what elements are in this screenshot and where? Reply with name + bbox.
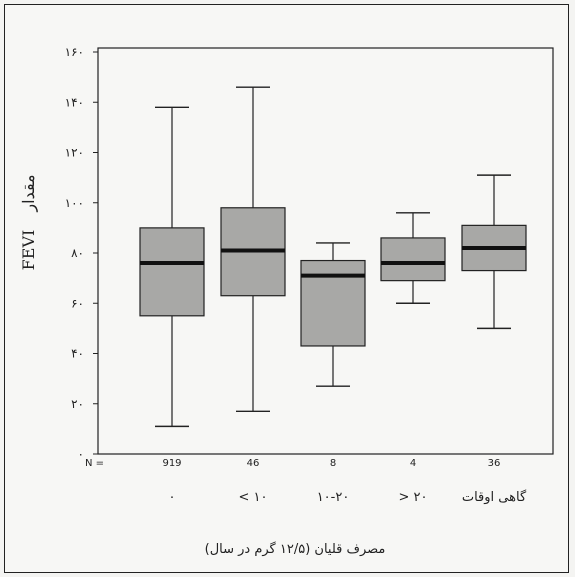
category-labels: ۰ ۱۰ > ۱۰-۲۰ ۲۰ < گاهی اوقات <box>169 489 527 505</box>
y-tick-label: ۲۰ <box>71 397 84 411</box>
y-tick-label: ۱۴۰ <box>65 95 84 109</box>
n-value: 919 <box>162 458 181 469</box>
iqr-box <box>380 237 446 282</box>
plot-area <box>97 47 554 455</box>
y-axis: ۰ ۲۰ ۴۰ ۶۰ ۸۰ ۱۰۰ ۱۲۰ ۱۴۰ ۱۶۰ <box>65 45 98 461</box>
n-value: 46 <box>247 458 260 469</box>
y-axis-title-persian: مقدار <box>19 174 38 212</box>
n-labels: N = 919 46 8 4 36 <box>85 458 500 469</box>
y-tick-label: ۱۰۰ <box>65 196 84 210</box>
y-tick-label: ۴۰ <box>71 347 84 361</box>
iqr-box <box>139 227 205 317</box>
box-3 <box>300 242 366 387</box>
category-label: ۲۰ < <box>399 490 428 505</box>
y-tick-label: ۸۰ <box>71 246 84 260</box>
y-tick-label: ۰ <box>78 447 84 461</box>
y-tick-label: ۱۶۰ <box>65 45 84 59</box>
box-series <box>139 86 527 428</box>
category-label: گاهی اوقات <box>462 489 527 505</box>
box-5 <box>461 174 527 330</box>
box-2 <box>220 86 286 412</box>
figure-frame: ۰ ۲۰ ۴۰ ۶۰ ۸۰ ۱۰۰ ۱۲۰ ۱۴۰ ۱۶۰ N = 919 46 8 4 36 ۰ ۱۰ … <box>4 4 569 573</box>
box-1 <box>139 106 205 428</box>
x-axis-title: مصرف قلیان (۱۲/۵ گرم در سال) <box>205 541 386 557</box>
box-4 <box>380 212 446 304</box>
n-value: 4 <box>410 458 416 469</box>
category-label: ۱۰ > <box>239 490 268 505</box>
y-axis-title-latin: FEVI <box>19 230 38 271</box>
category-label: ۰ <box>169 490 176 505</box>
iqr-box <box>300 259 366 347</box>
y-tick-label: ۶۰ <box>71 296 84 310</box>
n-value: 8 <box>330 458 336 469</box>
n-prefix: N = <box>85 458 104 469</box>
n-value: 36 <box>488 458 501 469</box>
category-label: ۱۰-۲۰ <box>317 490 350 505</box>
boxplot-chart: ۰ ۲۰ ۴۰ ۶۰ ۸۰ ۱۰۰ ۱۲۰ ۱۴۰ ۱۶۰ N = 919 46 8 4 36 ۰ ۱۰ … <box>19 45 554 557</box>
y-tick-label: ۱۲۰ <box>65 146 84 160</box>
